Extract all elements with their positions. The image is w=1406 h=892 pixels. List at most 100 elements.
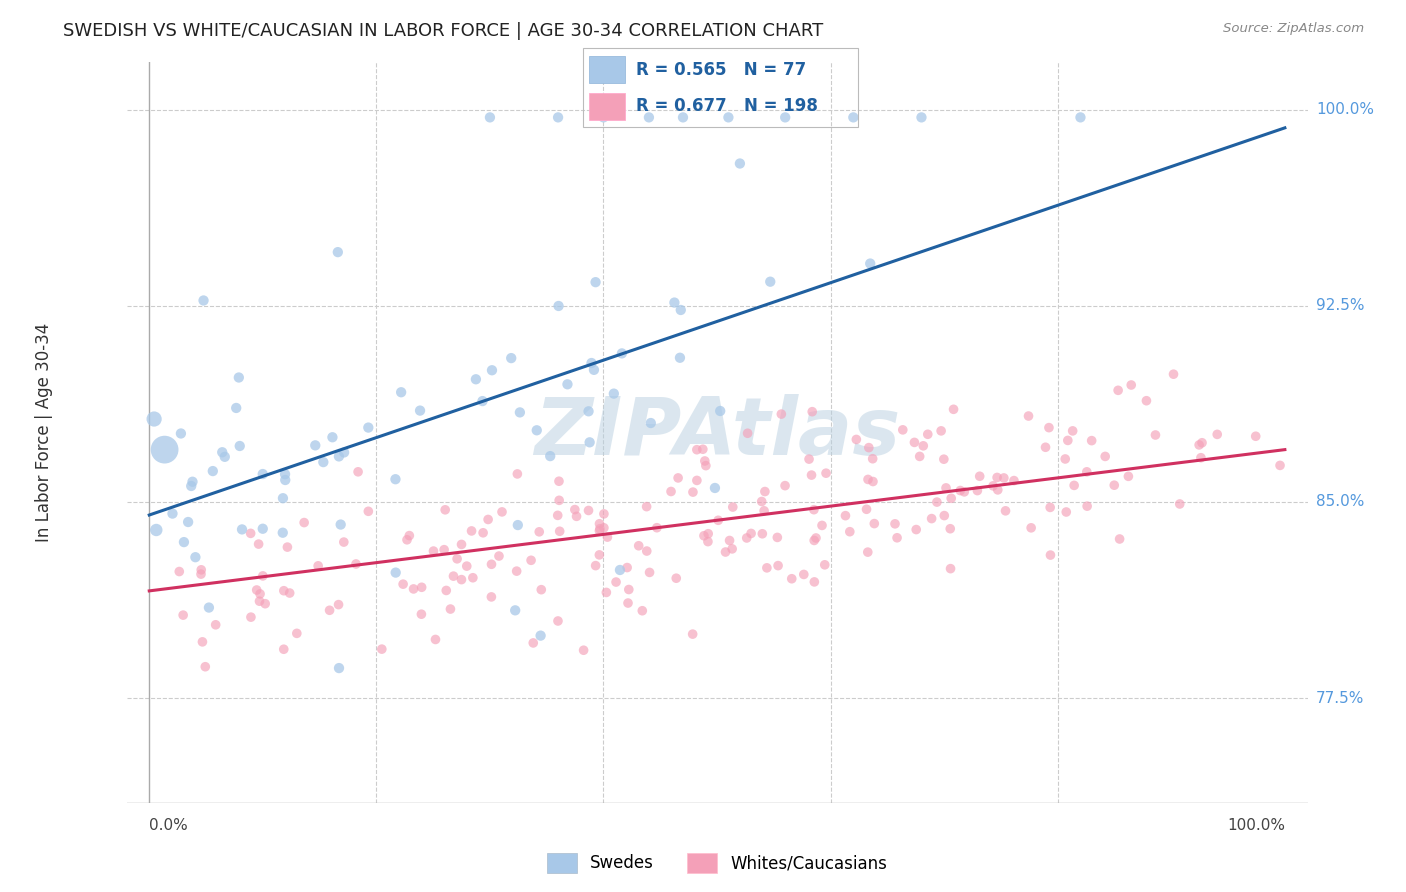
Point [617,596,640,610]
Point [398,528,420,542]
Point [191,635,214,649]
Point [751,526,773,541]
FancyBboxPatch shape [589,93,624,120]
Point [610,346,633,360]
Point [460,524,482,538]
Point [333,535,356,549]
Point [194,659,217,673]
Point [312,455,335,469]
Point [1268,458,1291,473]
Point [780,572,803,586]
Point [605,575,627,590]
Point [522,636,544,650]
Point [411,607,433,622]
Point [471,394,494,409]
Point [862,451,884,466]
Point [939,561,962,575]
Point [479,590,502,604]
Point [941,491,963,506]
Point [143,412,166,426]
Point [371,642,394,657]
Legend: Swedes, Whites/Caucasians: Swedes, Whites/Caucasians [540,846,894,880]
Point [891,423,914,437]
Point [488,549,510,563]
Point [609,563,631,577]
Point [548,493,571,508]
Point [1244,429,1267,443]
Point [231,523,253,537]
Point [669,351,692,365]
Point [842,111,865,125]
Point [328,450,350,464]
Point [384,472,406,486]
Point [389,385,412,400]
Point [409,403,432,417]
Point [803,533,825,548]
Point [588,548,610,562]
Point [721,541,744,556]
Text: 92.5%: 92.5% [1316,298,1364,313]
Point [692,442,714,457]
Point [862,475,884,489]
Point [669,303,692,318]
Point [929,424,952,438]
Point [856,472,879,486]
Point [180,479,202,493]
Point [239,526,262,541]
Point [193,293,215,308]
Point [793,567,815,582]
Point [740,526,762,541]
Point [181,475,204,489]
Point [344,557,367,571]
Point [858,441,880,455]
Point [697,526,720,541]
Point [333,445,356,459]
Point [434,503,457,517]
Point [481,363,503,377]
Text: 100.0%: 100.0% [1316,102,1374,117]
Point [709,404,731,418]
Point [925,495,948,509]
Point [464,372,486,386]
Point [585,275,607,289]
Point [274,473,297,487]
Point [981,479,1004,493]
Point [190,567,212,582]
Point [640,416,662,430]
Point [273,642,295,657]
Point [582,363,605,377]
Point [529,629,551,643]
Point [1108,532,1130,546]
Point [645,521,668,535]
Point [815,466,838,480]
Point [225,401,247,415]
Point [1189,450,1212,465]
Point [585,558,607,573]
Point [969,469,991,483]
Point [803,502,825,516]
Point [636,544,658,558]
Point [318,603,340,617]
Point [328,661,350,675]
Point [246,582,269,597]
Point [547,299,569,313]
Point [1039,548,1062,562]
Point [145,523,167,537]
Point [547,111,569,125]
Point [593,507,616,521]
Point [910,111,932,125]
Point [693,529,716,543]
Text: R = 0.677   N = 198: R = 0.677 N = 198 [636,97,817,115]
Point [169,565,191,579]
Point [697,534,720,549]
Point [801,405,824,419]
Point [506,518,529,533]
Point [814,558,837,572]
Text: SWEDISH VS WHITE/CAUCASIAN IN LABOR FORCE | AGE 30-34 CORRELATION CHART: SWEDISH VS WHITE/CAUCASIAN IN LABOR FORC… [63,22,824,40]
Point [1206,427,1229,442]
Point [506,467,529,481]
Point [845,433,868,447]
Point [501,351,523,365]
Point [811,518,834,533]
Point [456,559,478,574]
